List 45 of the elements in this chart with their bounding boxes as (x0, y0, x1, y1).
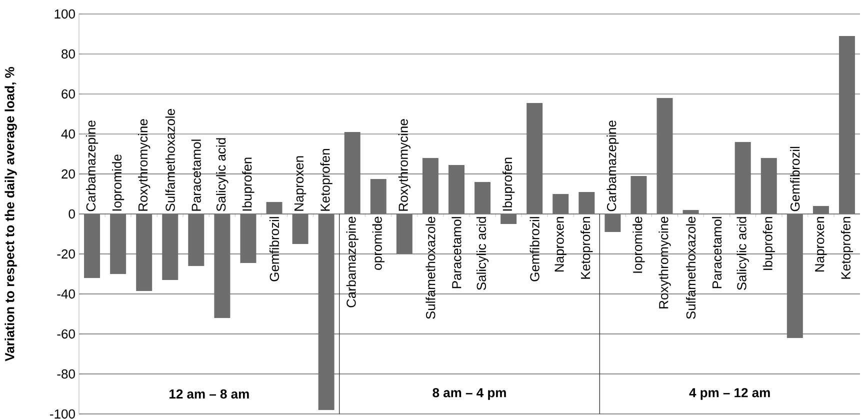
y-tick-label: -40 (57, 289, 75, 299)
x-tick-label: Paracetamol (452, 217, 462, 288)
x-tick-label: Iopromide (112, 154, 124, 211)
x-tick-label: Salicylic acid (736, 217, 749, 290)
x-tick-label: opromide (372, 216, 384, 270)
y-tick-label: 80 (62, 49, 75, 59)
x-tick-label: Sulfamethoxazole (165, 109, 175, 212)
y-tick-label: -100 (50, 409, 75, 419)
x-tick-label: Ketoprofen (840, 217, 854, 279)
x-tick-label: Naproxen (554, 217, 566, 272)
x-tick-label: Paracetamol (712, 217, 722, 288)
y-tick-label: -20 (57, 249, 75, 259)
y-tick-label: 0 (68, 209, 75, 219)
x-tick-label: Ketoprofen (320, 149, 332, 211)
x-tick-label: Ibuprofen (242, 158, 254, 211)
y-tick-label: 40 (61, 129, 75, 139)
x-tick-label: Sulfamethoxazole (686, 216, 696, 319)
x-tick-label: Carbamazepine (346, 216, 358, 308)
x-tick-label: Iopromide (632, 216, 645, 273)
x-tick-label: Salicylic acid (476, 217, 489, 290)
x-tick-label: Roxythromycine (138, 119, 150, 211)
y-tick-label: 100 (54, 9, 75, 19)
annotation: 4 pm – 12 am (689, 388, 770, 400)
x-tick-label: Roxythromycine (398, 119, 410, 211)
x-tick-label: Carbamazepine (606, 120, 619, 212)
x-tick-label: Ibuprofen (762, 217, 775, 270)
x-tick-label: Carbamazepine (86, 120, 98, 212)
x-tick-label: Gemfibrozil (530, 217, 540, 282)
x-tick-label: Sulfamethoxazole (426, 216, 436, 319)
x-tick-label: Ibuprofen (502, 158, 515, 211)
x-tick-label: Paracetamol (191, 140, 201, 211)
y-tick-label: -80 (57, 369, 75, 379)
x-tick-label: Naproxen (815, 217, 827, 272)
x-tick-label: Ketoprofen (580, 217, 593, 279)
y-tick-label: 60 (62, 89, 75, 99)
y-axis-title: Variation to respect to the daily average load, % (4, 66, 17, 362)
y-tick-label: 20 (62, 169, 75, 179)
y-tick-label: -60 (57, 329, 75, 339)
annotation: 8 am – 4 pm (432, 388, 506, 400)
x-tick-label: Salicylic acid (216, 138, 228, 212)
x-tick-label: Gemfibrozil (790, 146, 800, 212)
x-tick-label: Roxythromycine (658, 216, 671, 308)
x-tick-label: Gemfibrozil (269, 217, 280, 282)
x-tick-label: Naproxen (294, 156, 306, 211)
annotation: 12 am – 8 am (170, 389, 249, 399)
